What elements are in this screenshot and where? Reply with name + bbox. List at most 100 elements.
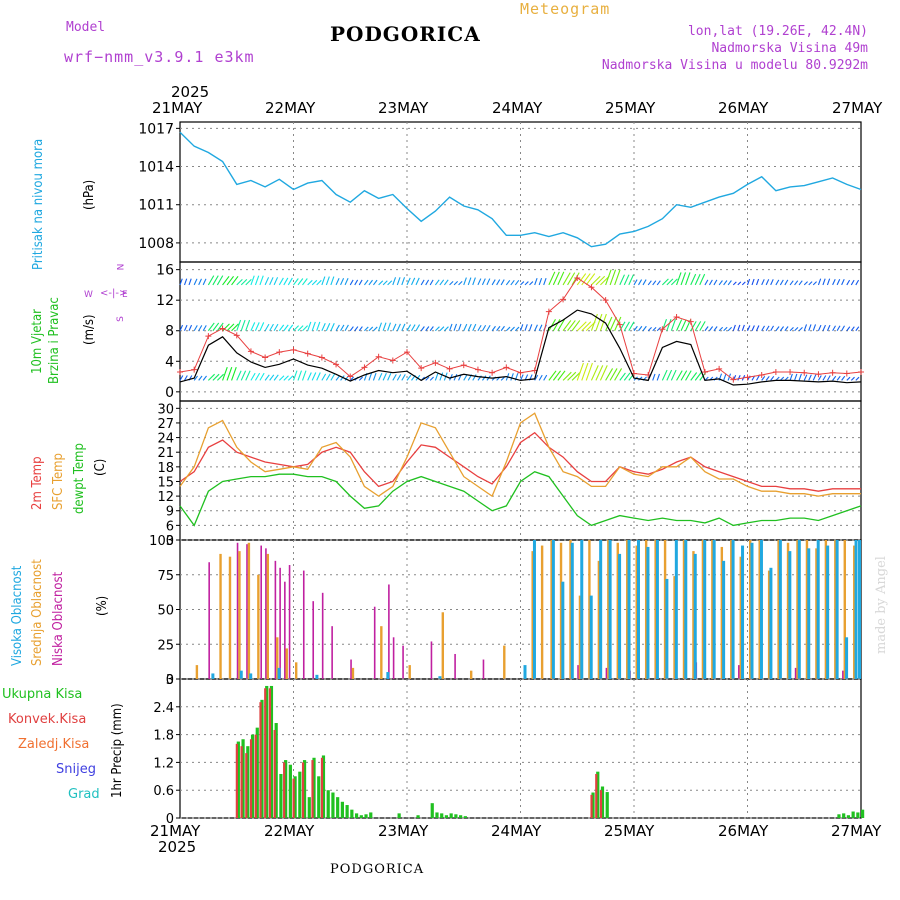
- wind-barb: [676, 319, 683, 331]
- wind-barb: [439, 279, 445, 286]
- y-tick-label-panel3: 100: [149, 534, 174, 549]
- cloud-bar: [646, 546, 650, 679]
- cloud-bar: [758, 540, 761, 679]
- wind-barb: [250, 372, 256, 381]
- wind-barb: [406, 324, 412, 332]
- cloud-bar: [845, 637, 849, 679]
- cloud-bar: [312, 601, 315, 679]
- top-date-5: 26MAY: [718, 99, 769, 117]
- wind-barb: [708, 326, 714, 332]
- wind-barb: [528, 324, 533, 331]
- cloud-bar: [570, 542, 574, 679]
- precip-total-bar: [430, 803, 434, 818]
- cloud-bar: [627, 540, 631, 679]
- top-date-2: 23MAY: [378, 99, 429, 117]
- wind-barb: [619, 372, 626, 381]
- wind-barb: [401, 374, 406, 381]
- wind-barb: [287, 277, 293, 286]
- wind-barb: [680, 319, 687, 331]
- cloud-bar: [607, 540, 610, 679]
- wind-barb: [467, 277, 472, 286]
- cloud-bar: [665, 578, 669, 679]
- wind-barb: [439, 372, 444, 381]
- bottom-date-5: 26MAY: [718, 822, 769, 840]
- wind-barb: [245, 319, 251, 331]
- wind-barb: [283, 375, 289, 381]
- cloud-bar: [569, 540, 572, 679]
- wind-barb: [638, 279, 643, 286]
- wind-barb: [236, 370, 242, 381]
- wind-barb: [718, 326, 724, 332]
- wind-gust-marker: [673, 313, 680, 320]
- wind-barb: [193, 278, 198, 286]
- wind-barb: [368, 279, 373, 286]
- precip-total-bar: [600, 786, 605, 818]
- wind-gust-marker: [545, 308, 552, 315]
- wind-barb: [704, 279, 709, 286]
- wind-barb: [439, 326, 445, 332]
- cloud-bar: [853, 545, 856, 679]
- wind-barb: [406, 374, 412, 381]
- cloud-bar: [266, 553, 270, 679]
- y-tick-label-panel1: 12: [156, 293, 174, 309]
- wind-barb: [779, 279, 784, 286]
- wind-barb: [443, 326, 449, 332]
- wind-barb: [316, 279, 322, 286]
- wind-gust-marker: [177, 368, 183, 375]
- cloud-bar: [540, 545, 544, 679]
- cloud-bar: [589, 595, 593, 679]
- cloud-bar: [749, 540, 752, 679]
- cloud-bar: [807, 548, 811, 679]
- cloud-bar: [684, 540, 688, 679]
- wind-barb: [259, 372, 265, 381]
- precip-total-bar: [250, 734, 255, 818]
- wind-barb: [212, 373, 220, 381]
- cloud-bar: [738, 665, 740, 679]
- wind-barb: [236, 319, 242, 331]
- cloud-bar: [778, 540, 782, 679]
- wind-barb: [755, 325, 760, 331]
- top-date-3: 24MAY: [492, 99, 543, 117]
- wind-barb: [486, 324, 491, 332]
- cloud-bar: [815, 548, 818, 679]
- wind-barb: [562, 272, 571, 286]
- precip-convective-bar: [283, 762, 286, 818]
- wind-barb: [245, 370, 251, 381]
- precip-total-bar: [284, 760, 288, 818]
- wind-barb: [264, 277, 270, 286]
- wind-barb: [491, 325, 496, 332]
- wind-barb: [557, 370, 566, 381]
- precip-convective-bar: [273, 729, 276, 818]
- wind-barb: [694, 273, 701, 286]
- wind-barb: [571, 272, 580, 286]
- wind-barb: [808, 281, 813, 286]
- wind-barb: [846, 279, 851, 286]
- wind-barb: [680, 370, 688, 381]
- precip-total-bar: [279, 773, 283, 818]
- precip-convective-bar: [320, 757, 324, 818]
- wind-barb: [704, 326, 709, 332]
- wind-barb: [216, 373, 224, 381]
- cloud-bar: [843, 540, 846, 679]
- y-tick-label-panel0: 1017: [138, 121, 174, 137]
- wind-barb: [311, 372, 317, 381]
- cloud-bar: [402, 645, 404, 679]
- wind-barb: [599, 365, 608, 381]
- wind-barb: [330, 276, 335, 286]
- wind-barb: [316, 321, 321, 331]
- wind-barb: [273, 323, 279, 332]
- wind-gust-marker: [772, 368, 779, 375]
- wind-barb: [614, 269, 621, 286]
- cloud-bar: [208, 562, 210, 679]
- wind-barb: [278, 324, 285, 332]
- wind-barb: [392, 323, 397, 331]
- wind-barb: [311, 279, 318, 286]
- wind-barb: [283, 277, 289, 286]
- wind-barb: [254, 372, 261, 381]
- y-tick-label-panel2: 27: [157, 417, 174, 432]
- cloud-bar: [559, 542, 563, 679]
- wind-barb: [372, 279, 378, 286]
- wind-barb: [510, 279, 515, 286]
- wind-barb: [623, 274, 630, 286]
- wind-barb: [401, 323, 406, 331]
